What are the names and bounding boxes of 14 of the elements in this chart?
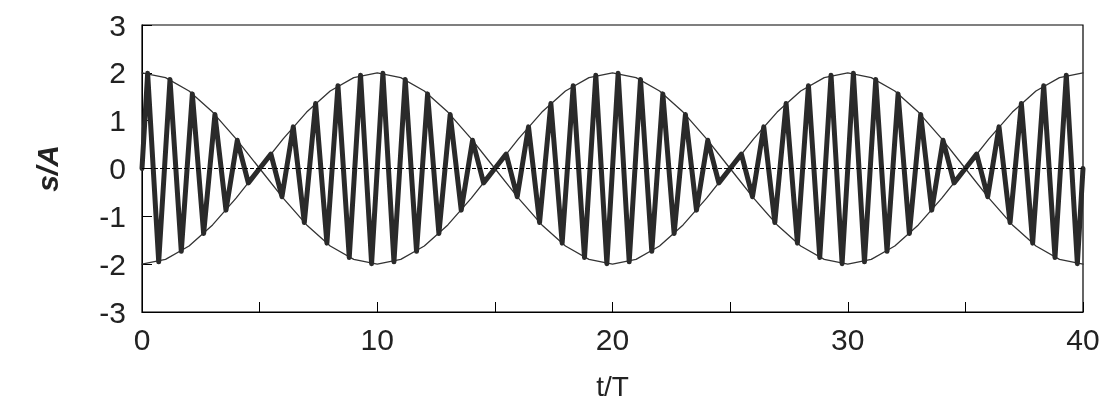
y-tick-label: -2	[99, 247, 126, 281]
y-tick-label: -1	[99, 199, 126, 233]
x-tick-label: 40	[1066, 322, 1100, 356]
y-axis-title: s/A	[30, 145, 64, 192]
x-tick-label: 20	[595, 322, 630, 356]
y-tick-label: 2	[109, 56, 126, 90]
x-tick-label: 10	[360, 322, 394, 356]
y-tick-label: 0	[109, 152, 126, 185]
y-tick-label: -3	[99, 295, 126, 329]
y-tick-label: 3	[109, 8, 126, 42]
y-tick-label: 1	[109, 104, 126, 138]
x-axis-title: t/T	[596, 370, 629, 402]
x-tick-label: 30	[831, 322, 865, 356]
x-tick-label: 0	[133, 322, 151, 356]
